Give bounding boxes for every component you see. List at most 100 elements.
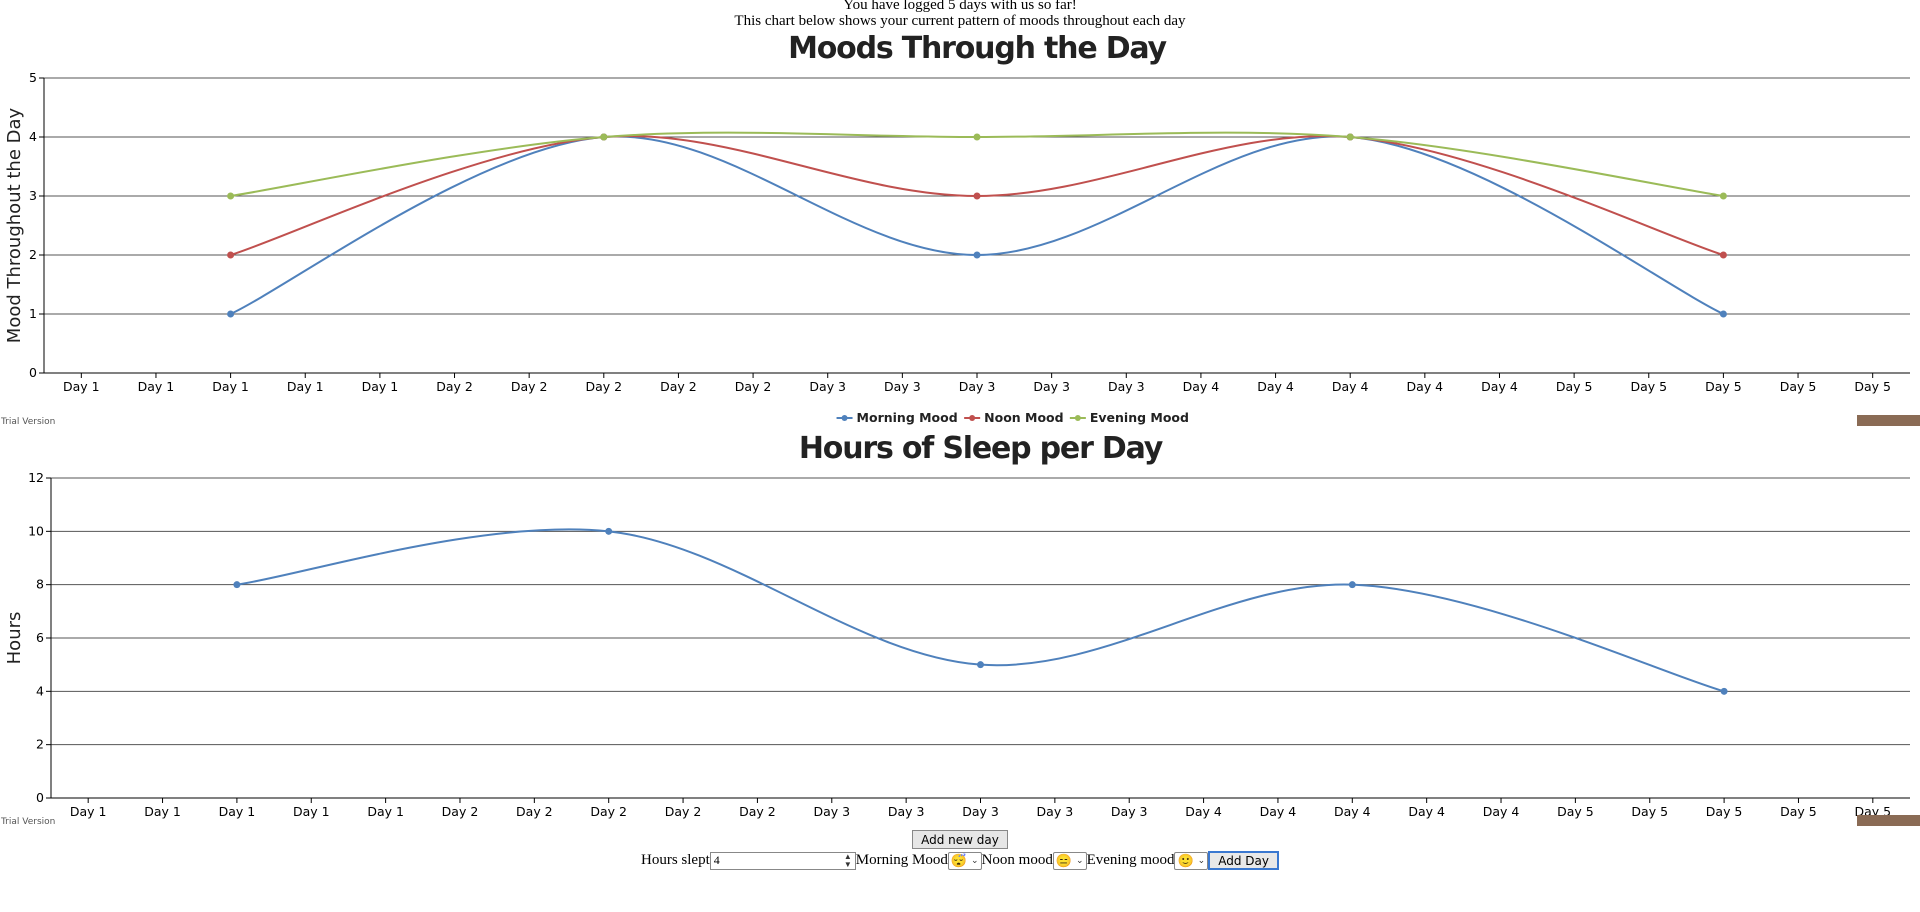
x-tick-label: Day 5 — [1854, 379, 1891, 394]
data-point — [227, 310, 235, 318]
morning-mood-select[interactable]: 😴 ⌄ — [947, 851, 982, 870]
morning-mood-label: Morning Mood — [855, 852, 948, 868]
noon-mood-label: Noon mood — [981, 852, 1053, 868]
y-tick-label: 4 — [36, 683, 44, 698]
data-point — [1720, 687, 1728, 695]
x-tick-label: Day 3 — [1111, 804, 1148, 819]
x-tick-label: Day 1 — [144, 804, 181, 819]
x-tick-label: Day 5 — [1705, 379, 1742, 394]
noon-mood-emoji: 😑 — [1055, 852, 1073, 868]
y-tick-label: 8 — [36, 577, 44, 592]
x-tick-label: Day 1 — [287, 379, 324, 394]
y-tick-label: 0 — [36, 790, 44, 805]
x-tick-label: Day 1 — [138, 379, 175, 394]
y-axis-title: Hours — [4, 612, 25, 665]
x-tick-label: Day 1 — [362, 379, 399, 394]
x-tick-label: Day 2 — [735, 379, 772, 394]
add-day-button[interactable]: Add Day — [1208, 851, 1279, 870]
x-tick-label: Day 5 — [1780, 379, 1817, 394]
x-tick-label: Day 3 — [813, 804, 850, 819]
chart-title: Moods Through the Day — [788, 31, 1167, 66]
canvasjs-badge — [1857, 815, 1920, 826]
data-point — [227, 251, 235, 259]
x-tick-label: Day 3 — [884, 379, 921, 394]
data-point — [227, 192, 235, 200]
y-tick-label: 10 — [28, 523, 44, 538]
data-point — [600, 133, 608, 141]
chart-description-text: This chart below shows your current patt… — [734, 13, 1186, 29]
legend-marker — [969, 415, 976, 421]
x-tick-label: Day 2 — [442, 804, 479, 819]
spinner-arrows-icon[interactable]: ▲ ▼ — [843, 851, 852, 869]
trial-version-watermark: Trial Version — [0, 817, 55, 827]
y-tick-label: 1 — [29, 306, 37, 321]
x-tick-label: Day 4 — [1183, 379, 1220, 394]
legend-label: Evening Mood — [1090, 410, 1189, 425]
data-point — [605, 527, 613, 535]
y-tick-label: 4 — [29, 129, 37, 144]
x-tick-label: Day 5 — [1556, 379, 1593, 394]
y-axis-title: Mood Throughout the Day — [4, 107, 25, 343]
x-tick-label: Day 5 — [1630, 379, 1667, 394]
x-tick-label: Day 2 — [590, 804, 627, 819]
evening-mood-emoji: 🙂 — [1177, 852, 1194, 868]
add-new-day-button[interactable]: Add new day — [912, 830, 1008, 849]
x-tick-label: Day 2 — [585, 379, 622, 394]
sleep-chart: Hours of Sleep per Day 0 2 4 6 8 10 12 Day 1 Day … — [0, 431, 1920, 827]
x-tick-label: Day 2 — [511, 379, 548, 394]
x-tick-label: Day 4 — [1260, 804, 1297, 819]
x-tick-label: Day 2 — [436, 379, 473, 394]
chevron-down-icon: ⌄ — [971, 855, 979, 865]
noon-mood-select[interactable]: 😑 ⌄ — [1052, 851, 1087, 870]
chevron-down-icon: ⌄ — [1197, 855, 1206, 865]
morning-mood-emoji: 😴 — [950, 852, 968, 868]
x-tick-label: Day 4 — [1332, 379, 1369, 394]
y-tick-label: 5 — [29, 70, 37, 85]
x-tick-label: Day 3 — [1037, 804, 1074, 819]
x-tick-label: Day 2 — [739, 804, 776, 819]
data-point — [977, 661, 984, 669]
evening-mood-label: Evening mood — [1086, 852, 1175, 868]
legend-label: Morning Mood — [857, 410, 958, 425]
x-tick-label: Day 1 — [63, 379, 100, 394]
y-tick-label: 2 — [29, 247, 37, 262]
logged-days-text: You have logged 5 days with us so far! — [843, 0, 1077, 13]
data-point — [233, 581, 241, 589]
x-tick-label: Day 1 — [367, 804, 404, 819]
chevron-down-icon: ⌄ — [1076, 855, 1084, 865]
legend-label: Noon Mood — [984, 410, 1063, 425]
x-tick-label: Day 4 — [1334, 804, 1371, 819]
x-tick-label: Day 4 — [1408, 804, 1445, 819]
data-point — [973, 192, 981, 200]
moods-chart: Moods Through the Day 0 1 2 3 4 5 Day 1 Day 1 Day… — [0, 31, 1920, 427]
x-tick-label: Day 5 — [1557, 804, 1594, 819]
data-point — [1719, 310, 1727, 318]
x-tick-label: Day 3 — [962, 804, 999, 819]
x-tick-label: Day 4 — [1483, 804, 1520, 819]
data-point — [1346, 133, 1354, 141]
evening-mood-select[interactable]: 🙂 ⌄ — [1174, 851, 1209, 870]
x-tick-label: Day 5 — [1706, 804, 1743, 819]
x-tick-label: Day 3 — [1033, 379, 1070, 394]
canvasjs-badge — [1857, 415, 1920, 426]
x-tick-label: Day 1 — [212, 379, 249, 394]
x-tick-label: Day 4 — [1185, 804, 1222, 819]
y-tick-label: 2 — [36, 737, 44, 752]
x-tick-label: Day 3 — [809, 379, 846, 394]
x-tick-label: Day 1 — [70, 804, 107, 819]
x-tick-label: Day 4 — [1257, 379, 1294, 394]
data-point — [1348, 581, 1356, 589]
x-tick-label: Day 2 — [516, 804, 553, 819]
chart-title: Hours of Sleep per Day — [799, 431, 1164, 466]
hours-slept-value: 4 — [713, 853, 720, 867]
y-tick-label: 12 — [28, 470, 44, 485]
x-tick-label: Day 5 — [1631, 804, 1668, 819]
trial-version-watermark: Trial Version — [0, 417, 55, 427]
x-tick-label: Day 4 — [1481, 379, 1518, 394]
x-tick-label: Day 4 — [1407, 379, 1444, 394]
x-tick-label: Day 3 — [959, 379, 996, 394]
legend-marker — [1074, 415, 1081, 421]
hours-slept-input[interactable]: 4 ▲ ▼ — [709, 851, 856, 870]
x-tick-label: Day 3 — [888, 804, 925, 819]
data-point — [973, 251, 981, 259]
